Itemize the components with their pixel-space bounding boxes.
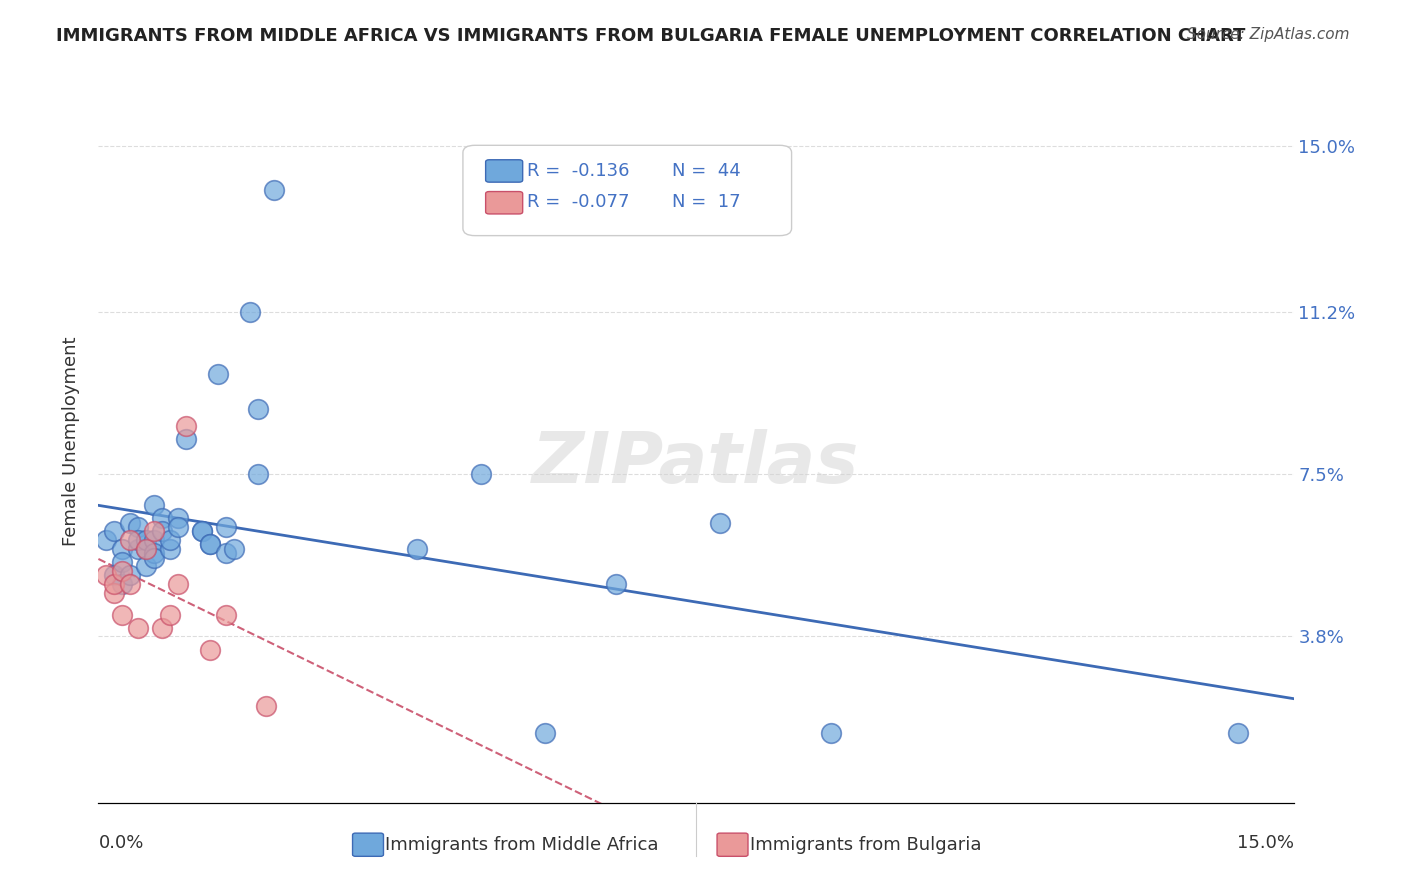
Point: [150, 621, 173, 635]
Point: [198, 642, 221, 657]
Point: [96, 568, 118, 582]
Point: [167, 577, 190, 591]
Point: [143, 550, 166, 565]
Text: 0.0%: 0.0%: [98, 834, 143, 852]
Point: [167, 511, 190, 525]
Point: [1226, 725, 1249, 739]
Text: 15.0%: 15.0%: [1236, 834, 1294, 852]
Y-axis label: Female Unemployment: Female Unemployment: [62, 337, 80, 546]
Point: [120, 568, 142, 582]
Point: [159, 607, 181, 622]
Point: [191, 524, 214, 539]
Point: [215, 546, 238, 560]
Point: [127, 541, 149, 556]
Point: [143, 524, 166, 539]
Point: [103, 568, 125, 582]
Point: [191, 524, 214, 539]
Point: [96, 533, 118, 547]
Point: [103, 524, 125, 539]
Point: [120, 533, 142, 547]
Point: [127, 520, 149, 534]
Point: [605, 577, 627, 591]
Point: [159, 533, 181, 547]
Point: [103, 585, 125, 599]
Point: [111, 564, 134, 578]
Point: [143, 498, 166, 512]
Point: [207, 367, 229, 381]
Text: R =  -0.077: R = -0.077: [527, 194, 630, 211]
Point: [239, 305, 262, 319]
Point: [174, 433, 197, 447]
Point: [167, 520, 190, 534]
Point: [470, 467, 492, 482]
Text: Immigrants from Bulgaria: Immigrants from Bulgaria: [749, 836, 981, 854]
Point: [120, 577, 142, 591]
Point: [406, 541, 429, 556]
Text: N =  17: N = 17: [672, 194, 741, 211]
Point: [103, 577, 125, 591]
Point: [127, 621, 149, 635]
Point: [120, 516, 142, 530]
Point: [215, 520, 238, 534]
Point: [820, 725, 842, 739]
Point: [254, 699, 277, 714]
Point: [135, 541, 157, 556]
Point: [135, 533, 157, 547]
Point: [111, 555, 134, 569]
Point: [150, 524, 173, 539]
Point: [135, 541, 157, 556]
Text: R =  -0.136: R = -0.136: [527, 161, 630, 179]
Point: [222, 541, 245, 556]
Point: [246, 401, 269, 416]
Point: [111, 607, 134, 622]
FancyBboxPatch shape: [463, 145, 792, 235]
Point: [111, 577, 134, 591]
Point: [215, 607, 238, 622]
Point: [198, 537, 221, 551]
FancyBboxPatch shape: [485, 192, 523, 214]
Point: [174, 419, 197, 434]
Point: [135, 559, 157, 574]
Point: [198, 537, 221, 551]
Point: [127, 533, 149, 547]
Point: [111, 541, 134, 556]
Point: [709, 516, 731, 530]
FancyBboxPatch shape: [485, 160, 523, 182]
Point: [143, 546, 166, 560]
Text: N =  44: N = 44: [672, 161, 741, 179]
Text: Source: ZipAtlas.com: Source: ZipAtlas.com: [1187, 27, 1350, 42]
Text: IMMIGRANTS FROM MIDDLE AFRICA VS IMMIGRANTS FROM BULGARIA FEMALE UNEMPLOYMENT CO: IMMIGRANTS FROM MIDDLE AFRICA VS IMMIGRA…: [56, 27, 1246, 45]
Point: [150, 511, 173, 525]
Point: [246, 467, 269, 482]
Text: ZIPatlas: ZIPatlas: [533, 429, 859, 498]
Point: [533, 725, 555, 739]
Point: [263, 183, 285, 197]
Point: [159, 541, 181, 556]
Text: Immigrants from Middle Africa: Immigrants from Middle Africa: [385, 836, 659, 854]
Point: [143, 533, 166, 547]
